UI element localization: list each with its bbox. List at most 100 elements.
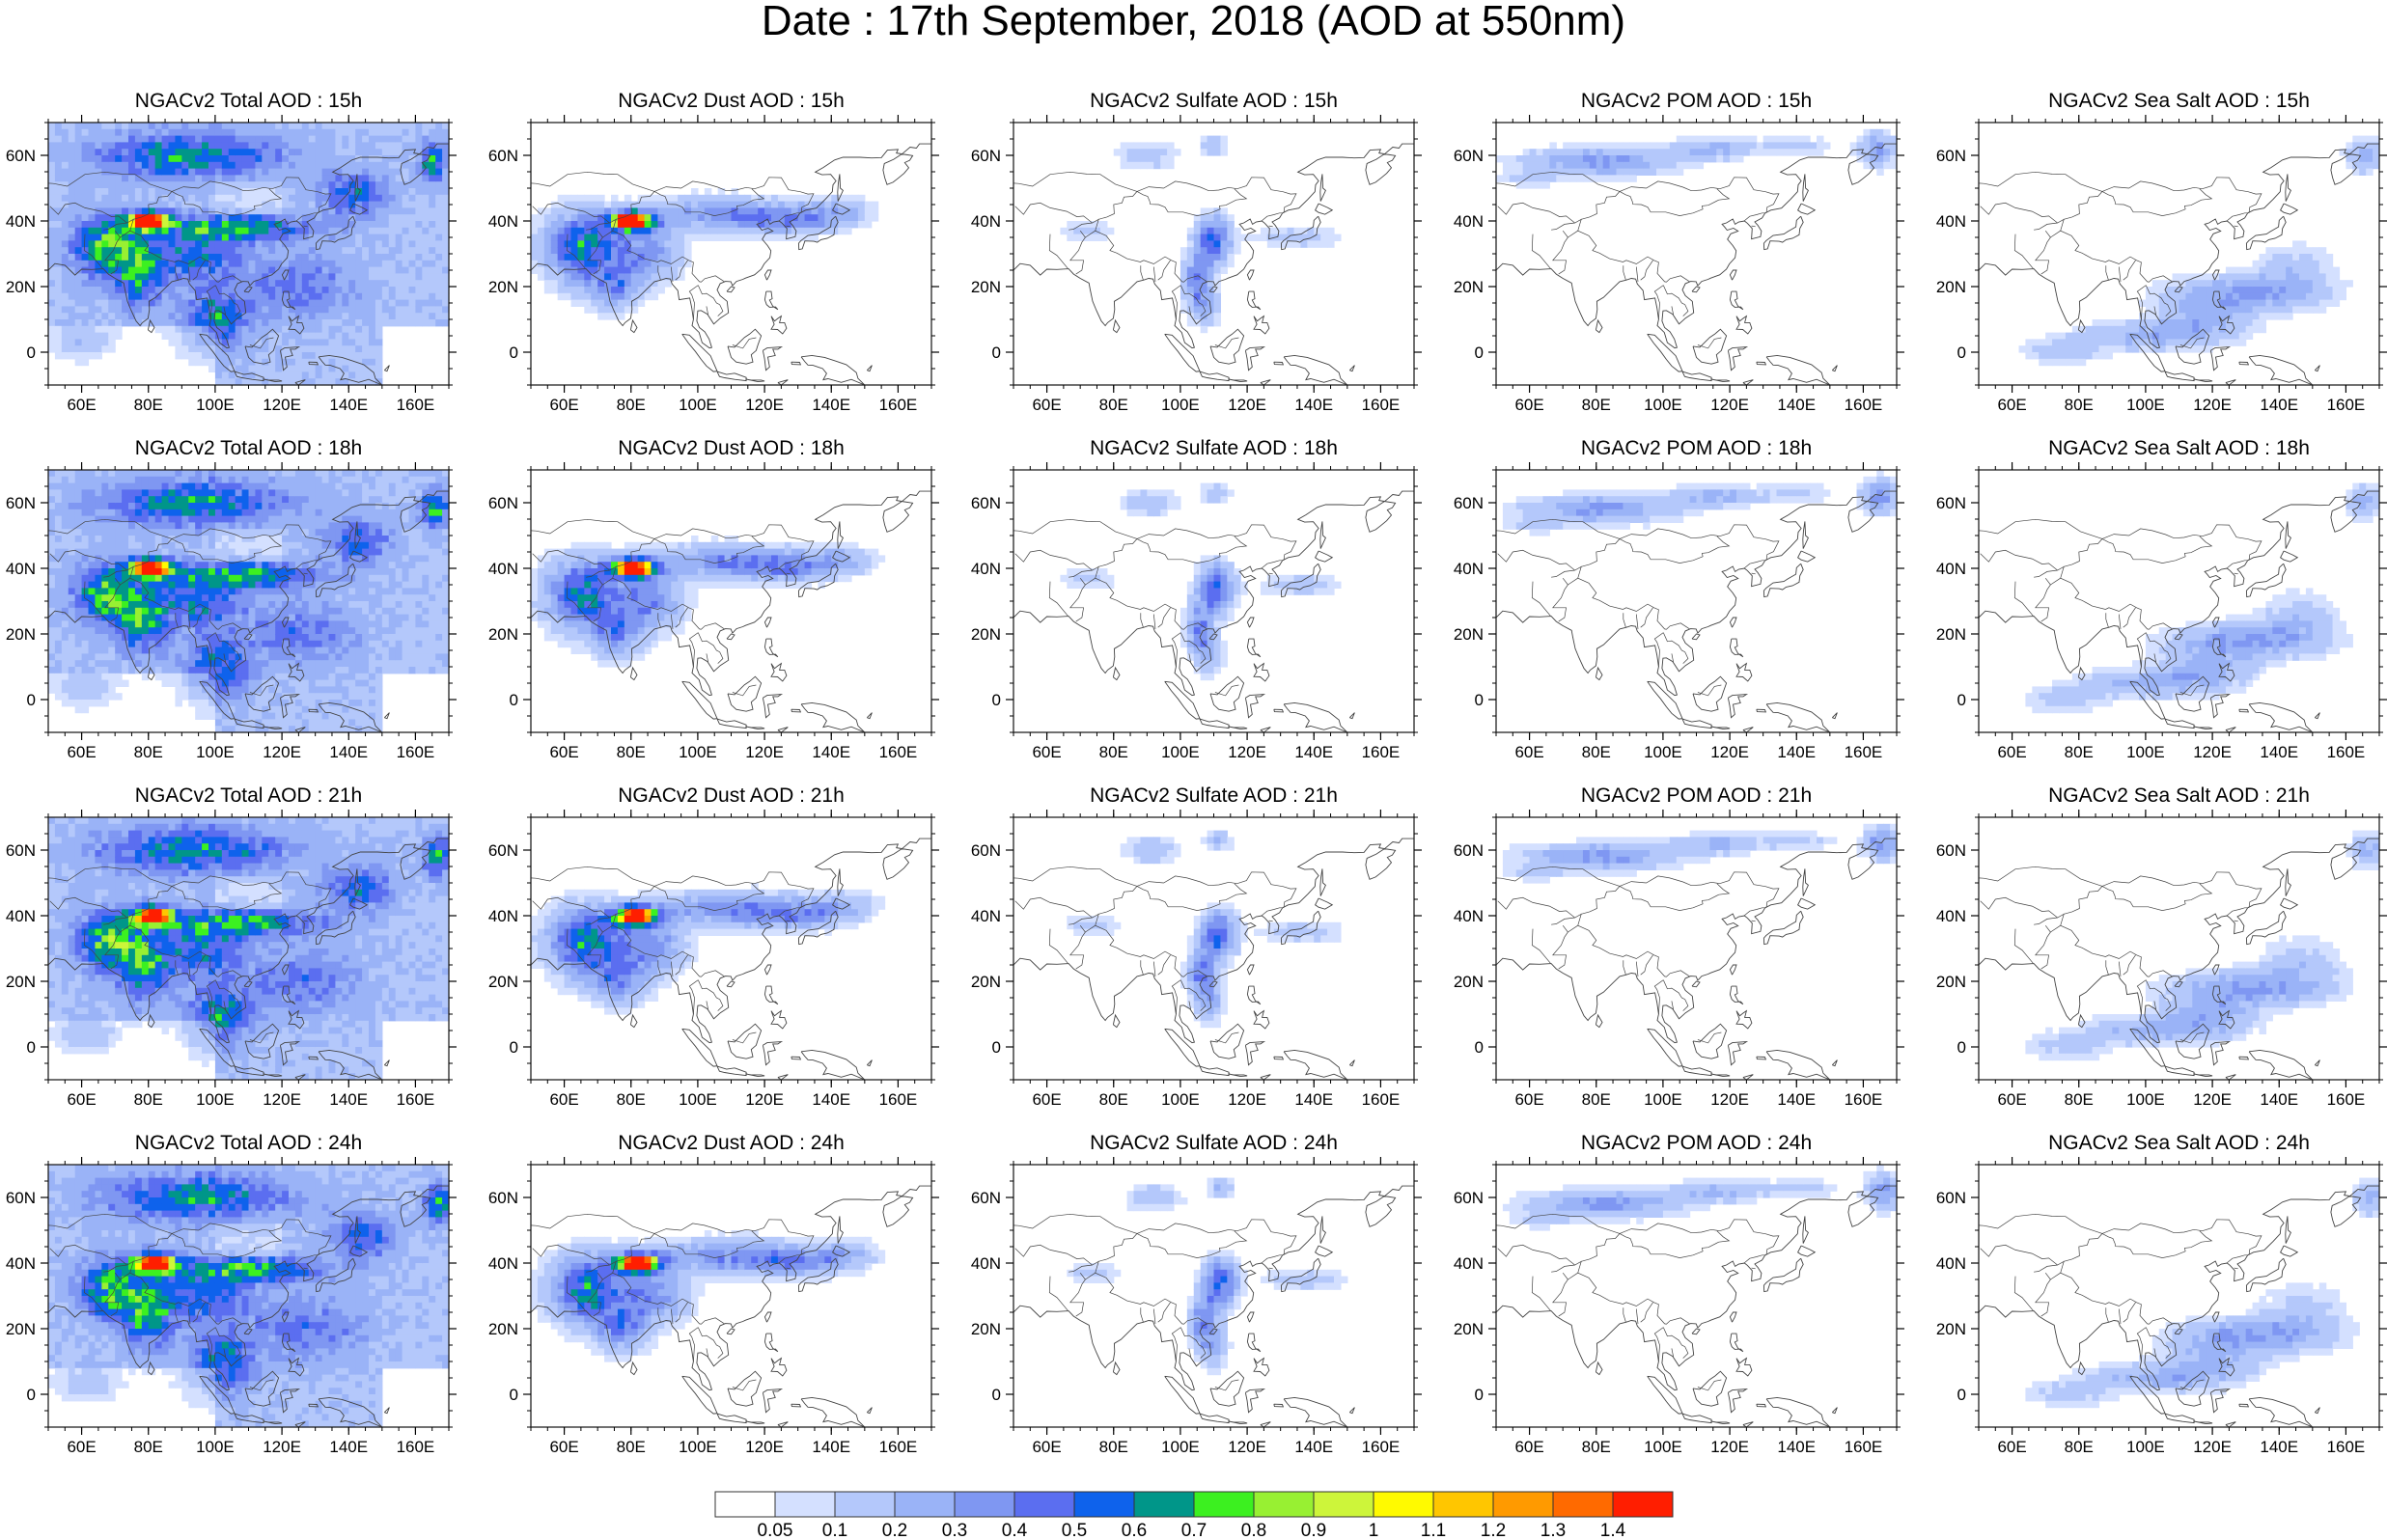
minor-ticks (1492, 1161, 1901, 1431)
aod-field (48, 1165, 450, 1428)
aod-field (531, 536, 886, 668)
lat-tick-label: 60N (971, 494, 1001, 512)
lat-tick-label: 0 (27, 1386, 36, 1404)
lat-tick-label: 20N (488, 973, 518, 991)
lon-tick-label: 140E (329, 1438, 368, 1456)
lat-tick-label: 40N (6, 560, 36, 578)
colorbar-swatch (1552, 1491, 1614, 1518)
panel-title: NGACv2 Sea Salt AOD : 18h (2048, 437, 2310, 459)
lon-tick-label: 80E (617, 1090, 646, 1109)
lat-tick-label: 40N (488, 1254, 518, 1273)
lon-tick-label: 60E (67, 1090, 96, 1109)
lat-tick-label: 40N (6, 212, 36, 231)
coastlines (1495, 138, 1898, 386)
lon-tick-label: 60E (1514, 396, 1543, 414)
map-panel: 60E 80E 100E 120E 140E 160E 60N 40N 20N 0 (1936, 462, 2387, 761)
panel-title: NGACv2 Sulfate AOD : 15h (1090, 90, 1338, 112)
lon-tick-label: 80E (617, 743, 646, 761)
lon-tick-label: 80E (2065, 1090, 2094, 1109)
lon-tick-label: 120E (263, 1438, 301, 1456)
lat-tick-label: 40N (488, 212, 518, 231)
map-panel: 60E 80E 100E 120E 140E 160E 60N 40N 20N 0 (1936, 115, 2387, 414)
coastlines (530, 1180, 932, 1428)
lon-tick-label: 160E (879, 1090, 918, 1109)
lon-tick-label: 100E (2126, 743, 2165, 761)
panel-title: NGACv2 POM AOD : 15h (1580, 90, 1813, 112)
lon-tick-label: 120E (1228, 1090, 1266, 1109)
lat-tick-label: 40N (6, 1254, 36, 1273)
aod-field (2025, 482, 2380, 714)
lon-tick-label: 140E (329, 1090, 368, 1109)
aod-field (2025, 1177, 2380, 1409)
colorbar-swatch (894, 1491, 956, 1518)
aod-field (1067, 830, 1342, 1029)
aod-field (48, 470, 450, 733)
lon-tick-label: 140E (1777, 1090, 1816, 1109)
lon-tick-label: 120E (1710, 1438, 1749, 1456)
lon-tick-label: 160E (397, 1090, 435, 1109)
lon-tick-label: 140E (812, 396, 850, 414)
colorbar: 0.05 0.1 0.2 0.3 0.4 0.5 0.6 0.7 0.8 0.9 1 1.1 1.2 1.… (714, 1491, 1674, 1537)
lat-tick-label: 0 (27, 344, 36, 362)
aod-field (531, 1230, 886, 1362)
lat-tick-label: 20N (1454, 973, 1484, 991)
lat-tick-label: 20N (6, 278, 36, 296)
lon-tick-label: 140E (812, 743, 850, 761)
lat-tick-label: 0 (992, 344, 1001, 362)
lon-tick-label: 60E (1997, 743, 2026, 761)
colorbar-label: 0.5 (1062, 1521, 1087, 1537)
lon-tick-label: 140E (2260, 396, 2298, 414)
lat-tick-label: 40N (971, 560, 1001, 578)
lon-tick-label: 100E (196, 1438, 235, 1456)
lat-tick-label: 60N (6, 841, 36, 860)
lon-tick-label: 120E (1228, 1438, 1266, 1456)
lon-tick-label: 60E (549, 743, 578, 761)
lon-tick-label: 120E (1710, 1090, 1749, 1109)
coastlines (47, 833, 450, 1081)
lat-tick-label: 60N (1936, 494, 1966, 512)
lat-tick-label: 20N (1936, 625, 1966, 644)
lat-tick-label: 20N (6, 973, 36, 991)
lon-tick-label: 140E (2260, 1438, 2298, 1456)
lat-tick-label: 40N (1454, 560, 1484, 578)
coastlines (1495, 485, 1898, 733)
lat-tick-label: 60N (6, 1189, 36, 1207)
lat-tick-label: 20N (1936, 278, 1966, 296)
main-title: Date : 17th September, 2018 (AOD at 550n… (761, 0, 1626, 44)
lon-tick-label: 120E (2193, 1438, 2232, 1456)
lon-tick-label: 100E (679, 1090, 717, 1109)
map-panel: 60E 80E 100E 120E 140E 160E 60N 40N 20N 0 (6, 462, 457, 761)
lon-tick-label: 100E (1644, 743, 1682, 761)
lat-tick-label: 40N (1454, 1254, 1484, 1273)
panel-title: NGACv2 Dust AOD : 15h (618, 90, 845, 112)
lat-tick-label: 0 (992, 691, 1001, 709)
lon-tick-label: 60E (67, 1438, 96, 1456)
lat-tick-label: 40N (1936, 560, 1966, 578)
lon-tick-label: 140E (2260, 1090, 2298, 1109)
lon-tick-label: 140E (1777, 743, 1816, 761)
lon-tick-label: 60E (549, 1090, 578, 1109)
lon-tick-label: 160E (2327, 1438, 2366, 1456)
lon-tick-label: 100E (196, 743, 235, 761)
colorbar-swatch (1193, 1491, 1255, 1518)
lon-tick-label: 120E (1710, 743, 1749, 761)
lon-tick-label: 120E (263, 1090, 301, 1109)
colorbar-label: 1.1 (1421, 1521, 1446, 1537)
lat-tick-label: 0 (510, 1386, 518, 1404)
aod-field (48, 817, 450, 1081)
map-panel: 60E 80E 100E 120E 140E 160E 60N 40N 20N 0 (1936, 1157, 2387, 1456)
coastlines (530, 485, 932, 733)
colorbar-label: 0.05 (758, 1521, 793, 1537)
lat-tick-label: 0 (1957, 691, 1966, 709)
lon-tick-label: 160E (879, 743, 918, 761)
lon-tick-label: 140E (1294, 743, 1333, 761)
lon-tick-label: 60E (1032, 743, 1061, 761)
lat-tick-label: 60N (488, 147, 518, 165)
lon-tick-label: 140E (1777, 1438, 1816, 1456)
map-panel: 60E 80E 100E 120E 140E 160E 60N 40N 20N 0 (1454, 1157, 1904, 1456)
lon-tick-label: 120E (263, 396, 301, 414)
lon-tick-label: 120E (745, 743, 784, 761)
colorbar-label: 0.6 (1122, 1521, 1147, 1537)
lat-tick-label: 0 (992, 1386, 1001, 1404)
colorbar-label: 0.9 (1301, 1521, 1326, 1537)
